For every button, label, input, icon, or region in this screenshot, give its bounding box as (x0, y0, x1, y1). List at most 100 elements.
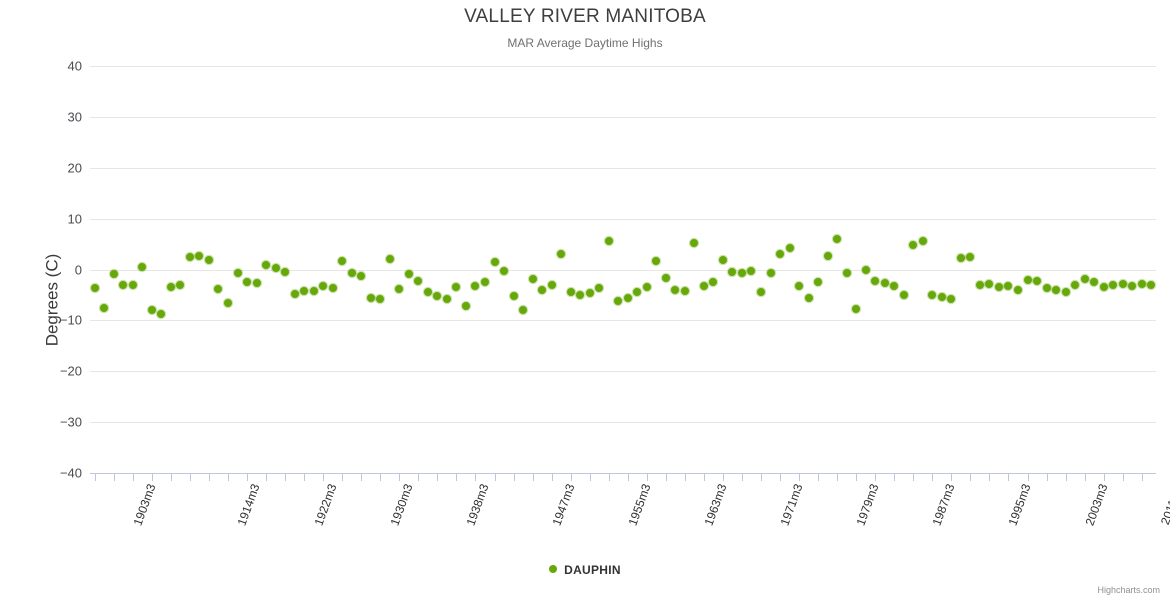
data-point[interactable] (166, 282, 175, 291)
data-point[interactable] (709, 278, 718, 287)
data-point[interactable] (909, 241, 918, 250)
data-point[interactable] (975, 280, 984, 289)
data-point[interactable] (519, 305, 528, 314)
data-point[interactable] (795, 281, 804, 290)
data-point[interactable] (623, 293, 632, 302)
data-point[interactable] (671, 286, 680, 295)
data-point[interactable] (699, 281, 708, 290)
data-point[interactable] (661, 273, 670, 282)
data-point[interactable] (947, 295, 956, 303)
data-point[interactable] (966, 252, 975, 261)
data-point[interactable] (1052, 285, 1061, 294)
data-point[interactable] (899, 290, 908, 299)
data-point[interactable] (1090, 277, 1099, 286)
data-point[interactable] (633, 287, 642, 296)
data-point[interactable] (1147, 281, 1156, 290)
data-point[interactable] (490, 257, 499, 266)
data-point[interactable] (195, 252, 204, 261)
data-point[interactable] (814, 278, 823, 287)
data-point[interactable] (204, 256, 213, 265)
data-point[interactable] (994, 282, 1003, 291)
data-point[interactable] (642, 283, 651, 292)
data-point[interactable] (804, 293, 813, 302)
data-point[interactable] (1061, 288, 1070, 297)
data-point[interactable] (509, 292, 518, 301)
data-point[interactable] (100, 304, 109, 313)
data-point[interactable] (604, 236, 613, 245)
data-point[interactable] (138, 262, 147, 271)
data-point[interactable] (414, 276, 423, 285)
data-point[interactable] (652, 256, 661, 265)
data-point[interactable] (442, 295, 451, 303)
data-point[interactable] (680, 287, 689, 296)
data-point[interactable] (176, 280, 185, 289)
data-point[interactable] (1099, 283, 1108, 292)
data-point[interactable] (566, 287, 575, 296)
data-point[interactable] (423, 288, 432, 297)
data-point[interactable] (880, 278, 889, 287)
data-point[interactable] (985, 280, 994, 289)
data-point[interactable] (776, 250, 785, 259)
data-point[interactable] (718, 255, 727, 264)
data-point[interactable] (747, 267, 756, 276)
data-point[interactable] (528, 275, 537, 284)
credits-link[interactable]: Highcharts.com (1097, 585, 1160, 595)
data-point[interactable] (1137, 280, 1146, 289)
data-point[interactable] (119, 280, 128, 289)
data-point[interactable] (480, 278, 489, 287)
data-point[interactable] (185, 253, 194, 262)
data-point[interactable] (1023, 275, 1032, 284)
data-point[interactable] (404, 269, 413, 278)
data-point[interactable] (823, 251, 832, 260)
data-point[interactable] (842, 268, 851, 277)
data-point[interactable] (395, 285, 404, 294)
data-point[interactable] (271, 264, 280, 273)
data-point[interactable] (262, 261, 271, 270)
legend-item-dauphin[interactable]: DAUPHIN (549, 562, 621, 577)
data-point[interactable] (461, 302, 470, 311)
data-point[interactable] (595, 283, 604, 292)
data-point[interactable] (385, 255, 394, 264)
data-point[interactable] (157, 309, 166, 318)
data-point[interactable] (1118, 279, 1127, 288)
data-point[interactable] (614, 296, 623, 305)
data-point[interactable] (338, 256, 347, 265)
data-point[interactable] (243, 277, 252, 286)
data-point[interactable] (1071, 280, 1080, 289)
data-point[interactable] (224, 298, 232, 307)
data-point[interactable] (852, 304, 861, 313)
data-point[interactable] (937, 293, 946, 302)
data-point[interactable] (871, 276, 880, 285)
data-point[interactable] (90, 283, 99, 292)
data-point[interactable] (433, 291, 442, 300)
data-point[interactable] (557, 250, 566, 259)
data-point[interactable] (928, 291, 937, 300)
data-point[interactable] (281, 267, 290, 276)
data-point[interactable] (1109, 280, 1118, 289)
data-point[interactable] (128, 281, 137, 290)
data-point[interactable] (547, 280, 556, 289)
data-point[interactable] (585, 289, 594, 298)
data-point[interactable] (918, 236, 927, 245)
data-point[interactable] (147, 306, 156, 315)
data-point[interactable] (109, 270, 118, 279)
data-point[interactable] (956, 254, 965, 263)
data-point[interactable] (357, 272, 366, 281)
data-point[interactable] (766, 269, 775, 278)
data-point[interactable] (1004, 282, 1013, 291)
data-point[interactable] (328, 284, 337, 293)
data-point[interactable] (214, 285, 223, 294)
data-point[interactable] (690, 239, 699, 248)
data-point[interactable] (471, 282, 480, 291)
data-point[interactable] (290, 290, 299, 299)
data-point[interactable] (737, 268, 746, 277)
data-point[interactable] (252, 278, 261, 287)
data-point[interactable] (366, 294, 375, 303)
data-point[interactable] (728, 267, 737, 276)
data-point[interactable] (500, 266, 509, 275)
data-point[interactable] (347, 269, 356, 278)
data-point[interactable] (1080, 274, 1089, 283)
data-point[interactable] (785, 243, 794, 252)
data-point[interactable] (1033, 277, 1042, 286)
data-point[interactable] (890, 281, 899, 290)
